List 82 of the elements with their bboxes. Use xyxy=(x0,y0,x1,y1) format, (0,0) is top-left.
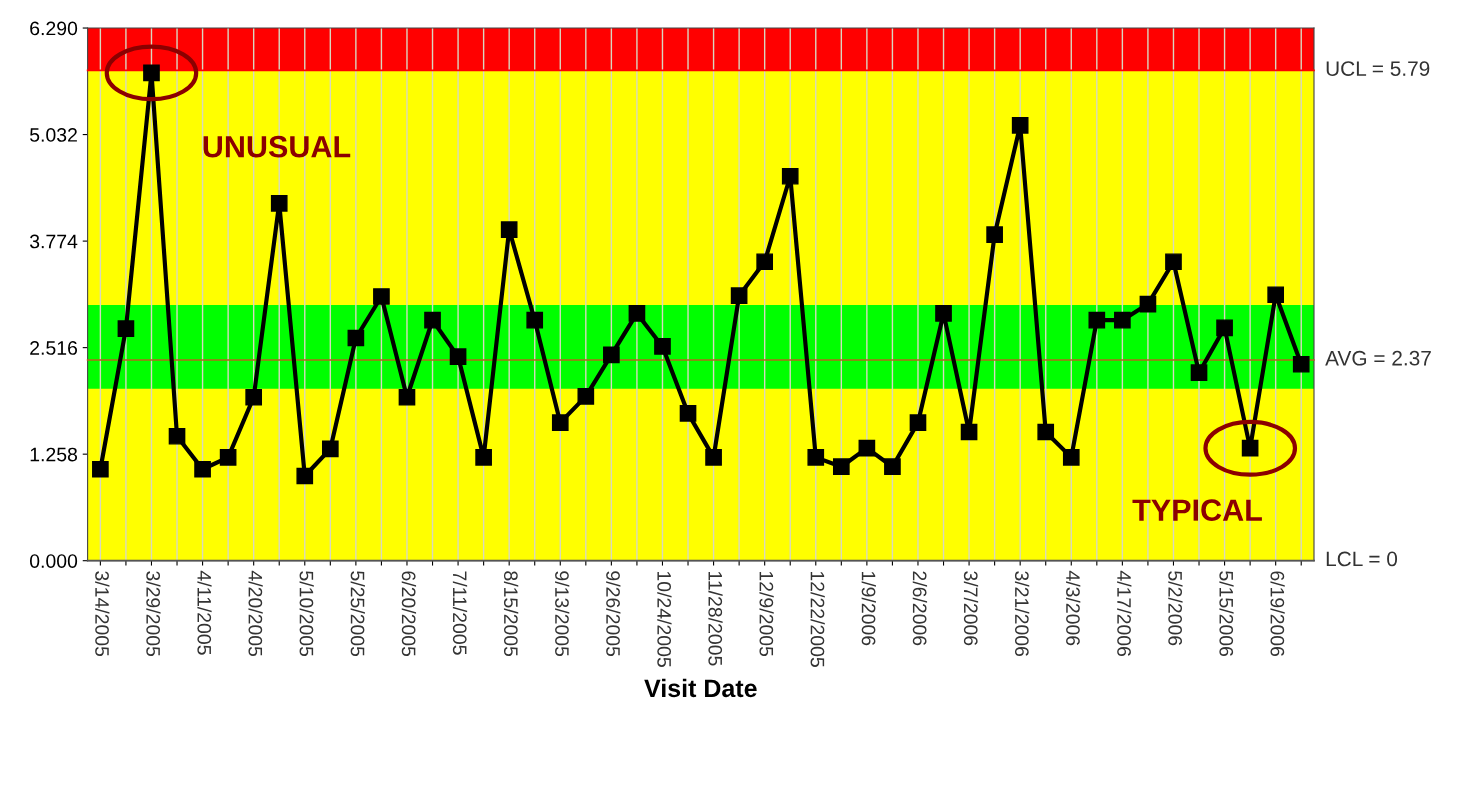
point xyxy=(1062,449,1080,466)
point xyxy=(577,388,595,405)
x-tick-label: 12/22/2005 xyxy=(810,571,825,667)
point xyxy=(1114,311,1131,329)
point xyxy=(781,167,799,185)
point xyxy=(321,440,339,458)
y-tick-label: 3.774 xyxy=(29,234,78,249)
point xyxy=(756,253,774,271)
point xyxy=(1241,439,1259,457)
point xyxy=(1088,311,1106,329)
point xyxy=(92,460,109,478)
x-tick-label: 3/29/2005 xyxy=(146,571,161,657)
point xyxy=(551,414,569,431)
point xyxy=(935,305,952,322)
x-tick-label: 12/9/2005 xyxy=(759,571,774,657)
x-tick-label: 10/24/2005 xyxy=(657,571,672,667)
point xyxy=(1267,286,1285,304)
point xyxy=(347,329,365,347)
point xyxy=(628,305,646,322)
x-tick-label: 5/2/2006 xyxy=(1168,571,1183,646)
point xyxy=(1292,355,1310,373)
point xyxy=(654,338,671,355)
x-tick-label: 4/17/2006 xyxy=(1117,570,1132,657)
point xyxy=(424,311,441,329)
point xyxy=(296,467,314,485)
x-tick-label: 5/25/2005 xyxy=(350,571,365,657)
ref-line-label: LCL = 0 xyxy=(1326,551,1398,567)
y-tick-label: 0.000 xyxy=(29,554,78,568)
point xyxy=(1190,364,1208,382)
point xyxy=(398,388,416,406)
point xyxy=(705,449,722,466)
x-tick-label: 6/20/2005 xyxy=(401,571,417,657)
point xyxy=(1011,117,1029,134)
x-tick-label: 5/10/2005 xyxy=(299,571,314,657)
x-tick-label: 4/20/2005 xyxy=(248,570,263,657)
x-tick-label: 6/19/2006 xyxy=(1270,571,1285,657)
x-tick-label: 2/6/2006 xyxy=(912,571,928,646)
x-tick-label: 9/13/2005 xyxy=(555,571,570,657)
x-tick-label: 4/11/2005 xyxy=(197,570,212,655)
point xyxy=(1165,253,1182,271)
x-tick-label: 3/21/2006 xyxy=(1014,571,1030,657)
x-tick-label: 9/26/2005 xyxy=(606,571,621,657)
x-tick-label: 7/11/2005 xyxy=(452,571,468,655)
y-tick-label: 2.516 xyxy=(30,341,78,355)
point xyxy=(1216,319,1233,337)
x-tick-label: 3/14/2005 xyxy=(95,571,110,657)
point xyxy=(526,311,544,329)
y-tick-label: 6.290 xyxy=(30,21,78,36)
x-tick-label: 4/3/2006 xyxy=(1066,570,1081,646)
x-axis-title: Visit Date xyxy=(644,678,757,698)
point xyxy=(270,194,288,212)
point xyxy=(679,405,697,422)
point xyxy=(500,221,518,238)
point xyxy=(1037,423,1055,441)
ref-line-label: AVG = 2.37 xyxy=(1325,350,1431,366)
point xyxy=(245,388,263,406)
point xyxy=(475,449,492,466)
point xyxy=(909,414,927,431)
y-tick-label: 1.258 xyxy=(30,447,78,462)
point xyxy=(1139,295,1157,313)
point xyxy=(884,458,901,476)
x-tick-label: 8/15/2005 xyxy=(503,571,519,657)
point xyxy=(832,458,850,476)
y-tick-label: 5.032 xyxy=(30,128,77,142)
point xyxy=(603,346,620,364)
point xyxy=(168,427,186,445)
x-tick-label: 5/15/2006 xyxy=(1219,571,1234,657)
ref-line-label: UCL = 5.79 xyxy=(1326,61,1430,76)
point xyxy=(219,449,237,466)
point xyxy=(143,64,160,82)
point xyxy=(986,226,1003,243)
x-tick-label: 1/9/2006 xyxy=(861,571,876,646)
point xyxy=(858,439,876,457)
point xyxy=(194,460,211,478)
point xyxy=(960,423,978,441)
point xyxy=(117,320,135,337)
point xyxy=(373,288,390,305)
x-tick-label: 11/28/2005 xyxy=(708,571,723,666)
point xyxy=(730,287,748,304)
x-tick-label: 3/7/2006 xyxy=(963,571,979,646)
point xyxy=(807,449,825,466)
point xyxy=(449,348,467,365)
